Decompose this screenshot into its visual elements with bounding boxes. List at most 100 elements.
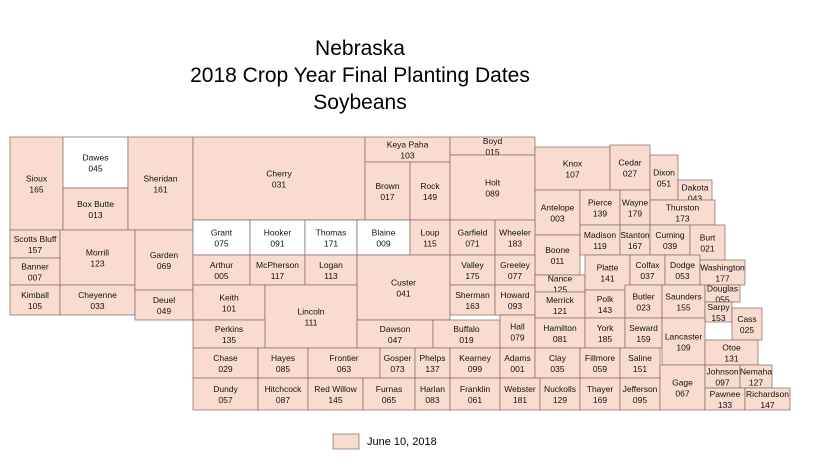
county	[534, 146, 611, 191]
county-code: 097	[715, 378, 729, 388]
county	[609, 144, 651, 191]
county-name: Scotts Bluff	[14, 234, 57, 244]
county-code: 185	[598, 334, 612, 344]
county-name: Douglas	[707, 284, 738, 294]
county	[264, 284, 358, 349]
county-code: 025	[740, 325, 754, 335]
county	[499, 377, 541, 411]
county	[62, 187, 129, 231]
county-code: 145	[328, 395, 342, 405]
county-name: Hooker	[264, 228, 292, 238]
county	[579, 189, 621, 226]
county	[409, 219, 451, 256]
county-name: Adams	[504, 353, 530, 363]
county-name: Nance	[548, 274, 573, 284]
title: 2018 Crop Year Final Planting Dates	[190, 64, 530, 87]
county	[664, 254, 701, 286]
county-code: 119	[593, 241, 607, 251]
county	[134, 229, 194, 291]
county-name: Dawson	[380, 324, 411, 334]
county-code: 057	[218, 395, 232, 405]
county	[356, 319, 434, 349]
county-code: 163	[465, 301, 479, 311]
county	[494, 254, 536, 286]
county-name: Dixon	[653, 168, 675, 178]
county-code: 167	[628, 241, 642, 251]
county-code: 141	[600, 274, 614, 284]
county-code: 113	[324, 271, 338, 281]
county	[307, 377, 364, 411]
county-code: 115	[423, 239, 437, 249]
county-code: 173	[675, 214, 689, 224]
county-code: 011	[551, 256, 565, 266]
county-name: Holt	[485, 178, 501, 188]
county-code: 149	[423, 192, 437, 202]
county-name: Pawnee	[710, 389, 741, 399]
county-code: 169	[593, 395, 607, 405]
county-name: Johnson	[706, 367, 738, 377]
county-name: McPherson	[256, 260, 299, 270]
county-code: 181	[513, 395, 527, 405]
county-name: Saline	[628, 353, 652, 363]
county-code: 071	[465, 239, 479, 249]
county-code: 017	[380, 192, 394, 202]
county-name: Wayne	[622, 198, 648, 208]
county-code: 031	[272, 180, 286, 190]
county-name: Stanton	[620, 230, 650, 240]
county	[414, 347, 451, 379]
county	[534, 234, 581, 276]
county-name: Boyd	[483, 136, 503, 146]
county	[584, 317, 626, 349]
county-name: Gage	[672, 378, 693, 388]
county-code: 157	[28, 245, 42, 255]
county	[307, 347, 381, 379]
county-code: 041	[396, 289, 410, 299]
county-name: Blaine	[372, 228, 396, 238]
county-code: 005	[214, 271, 228, 281]
county-name: Dawes	[83, 153, 109, 163]
county	[257, 347, 309, 379]
county-code: 003	[550, 214, 564, 224]
county-name: Buffalo	[453, 324, 480, 334]
county-code: 007	[28, 273, 42, 283]
county-name: Wheeler	[499, 228, 531, 238]
county	[579, 224, 621, 256]
county-code: 029	[218, 364, 232, 374]
county-name: Cass	[737, 314, 756, 324]
county-code: 075	[214, 239, 228, 249]
county-name: Grant	[211, 228, 233, 238]
county-name: Platte	[597, 263, 619, 273]
county-code: 133	[718, 400, 732, 410]
county-code: 087	[276, 395, 290, 405]
county-code: 137	[425, 364, 439, 374]
county-code: 043	[688, 194, 702, 204]
county-code: 155	[676, 303, 690, 313]
county-name: Box Butte	[77, 199, 114, 209]
title: Soybeans	[313, 91, 406, 114]
county	[534, 189, 581, 236]
county-name: Otoe	[722, 343, 741, 353]
county-name: Thomas	[316, 228, 347, 238]
county	[649, 154, 679, 201]
county	[494, 219, 536, 256]
county	[257, 377, 309, 411]
county-name: Custer	[391, 278, 416, 288]
county-code: 051	[657, 179, 671, 189]
county-name: Knox	[563, 159, 583, 169]
county-code: 139	[593, 209, 607, 219]
county-name: Loup	[421, 228, 440, 238]
county-name: Lincoln	[298, 307, 325, 317]
county-code: 065	[382, 395, 396, 405]
county-name: Arthur	[210, 260, 233, 270]
county-code: 127	[749, 378, 763, 388]
county-code: 147	[760, 400, 774, 410]
county-name: Greeley	[500, 260, 531, 270]
legend-label: June 10, 2018	[367, 436, 437, 448]
county-code: 131	[724, 354, 738, 364]
county-code: 089	[485, 189, 499, 199]
county-name: Howard	[500, 290, 530, 300]
county-name: Keya Paha	[387, 140, 429, 150]
county-name: Deuel	[153, 295, 175, 305]
county-code: 055	[715, 295, 729, 305]
county-code: 175	[465, 271, 479, 281]
